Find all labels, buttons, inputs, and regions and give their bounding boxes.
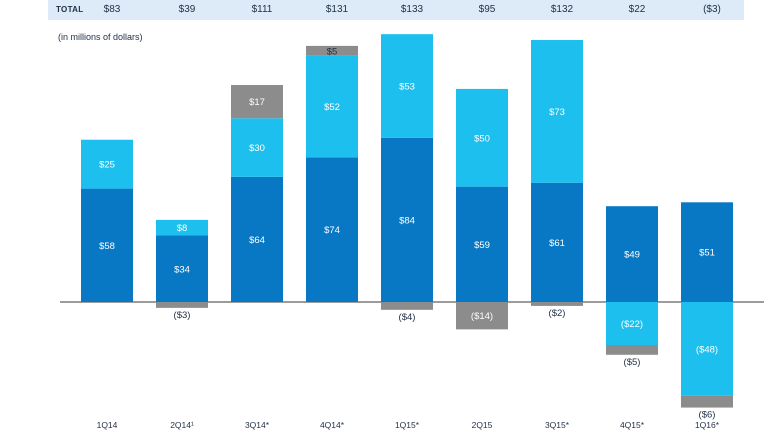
bar-segment-dark-q3 bbox=[231, 176, 283, 302]
bar-segment-light-q9 bbox=[681, 302, 733, 396]
bar-segment-dark-q4 bbox=[306, 157, 358, 302]
data-label-dark-q3: $64 bbox=[249, 235, 265, 246]
data-label-dark-q8: $49 bbox=[624, 250, 640, 261]
data-label-dark-q7: $61 bbox=[549, 238, 565, 249]
bar-segment-dark-q9 bbox=[681, 202, 733, 302]
bar-segment-light-q8 bbox=[606, 302, 658, 346]
total-value-1q16: ($3) bbox=[703, 4, 721, 15]
category-label-q2: 2Q14¹ bbox=[170, 420, 194, 430]
bar-segment-light-q3 bbox=[231, 118, 283, 177]
data-label-dark-q5: $84 bbox=[399, 215, 415, 226]
data-label-dark-q6: $59 bbox=[474, 240, 490, 251]
data-label-light-q6: $50 bbox=[474, 133, 490, 144]
data-label-light-q1: $25 bbox=[99, 160, 115, 171]
data-label-light-q3: $30 bbox=[249, 143, 265, 154]
totals-row-label: TOTAL bbox=[56, 5, 84, 14]
data-label-light-q5: $53 bbox=[399, 81, 415, 92]
data-label-light-q2: $8 bbox=[177, 223, 188, 234]
bar-segment-dark-q2 bbox=[156, 235, 208, 302]
bar-segment-light-q7 bbox=[531, 40, 583, 183]
data-label-gray-q7: ($2) bbox=[549, 308, 566, 319]
category-label-q6: 2Q15 bbox=[472, 420, 493, 430]
bar-segment-dark-q5 bbox=[381, 137, 433, 302]
total-value-3q14: $111 bbox=[251, 4, 273, 15]
bar-segment-dark-q1 bbox=[81, 188, 133, 302]
category-label-q4: 4Q14* bbox=[320, 420, 345, 430]
total-value-1q15: $133 bbox=[400, 4, 424, 15]
totals-band: TOTAL $83 $39 $111 $131 $133 $95 $132 $2… bbox=[48, 0, 744, 20]
data-label-light-q8: ($22) bbox=[621, 319, 643, 330]
data-label-gray-q5: ($4) bbox=[399, 312, 416, 323]
bar-segment-gray-q8 bbox=[606, 345, 658, 355]
bar-segment-gray-q3 bbox=[231, 84, 283, 119]
data-label-gray-q2: ($3) bbox=[174, 310, 191, 321]
data-label-gray-q6: ($14) bbox=[471, 311, 493, 322]
category-label-q8: 4Q15* bbox=[620, 420, 645, 430]
bar-segment-light-q4 bbox=[306, 55, 358, 158]
data-label-dark-q9: $51 bbox=[699, 248, 715, 259]
data-label-dark-q4: $74 bbox=[324, 225, 340, 236]
data-label-gray-q4: $5 bbox=[327, 46, 338, 57]
total-value-1q14: $83 bbox=[103, 4, 121, 15]
total-value-2q14: $39 bbox=[178, 4, 196, 15]
total-value-3q15: $132 bbox=[550, 4, 574, 15]
data-label-gray-q8: ($5) bbox=[624, 357, 641, 368]
bar-segment-gray-q6 bbox=[456, 302, 508, 330]
bar-segment-light-q1 bbox=[81, 139, 133, 189]
total-value-4q14: $131 bbox=[325, 4, 349, 15]
bar-segment-gray-q9 bbox=[681, 395, 733, 408]
data-label-light-q4: $52 bbox=[324, 102, 340, 113]
bar-segment-gray-q2 bbox=[156, 302, 208, 308]
category-label-q9: 1Q16* bbox=[695, 420, 720, 430]
bar-segment-dark-q7 bbox=[531, 182, 583, 302]
data-label-light-q7: $73 bbox=[549, 107, 565, 118]
total-value-2q15: $95 bbox=[478, 4, 496, 15]
bar-segment-dark-q6 bbox=[456, 186, 508, 302]
bar-segment-dark-q8 bbox=[606, 206, 658, 302]
units-label: (in millions of dollars) bbox=[58, 32, 143, 42]
bar-segment-light-q6 bbox=[456, 88, 508, 187]
category-label-q5: 1Q15* bbox=[395, 420, 420, 430]
data-label-dark-q1: $58 bbox=[99, 241, 115, 252]
category-label-q1: 1Q14 bbox=[97, 420, 118, 430]
bar-segment-gray-q4 bbox=[306, 45, 358, 56]
total-value-4q15: $22 bbox=[628, 4, 646, 15]
bar-segment-gray-q5 bbox=[381, 302, 433, 310]
bar-segment-light-q5 bbox=[381, 34, 433, 138]
data-label-dark-q2: $34 bbox=[174, 264, 190, 275]
category-label-q7: 3Q15* bbox=[545, 420, 570, 430]
data-label-light-q9: ($48) bbox=[696, 344, 718, 355]
data-label-gray-q9: ($6) bbox=[699, 410, 716, 421]
bar-segment-light-q2 bbox=[156, 219, 208, 236]
category-label-q3: 3Q14* bbox=[245, 420, 270, 430]
data-label-gray-q3: $17 bbox=[249, 97, 265, 108]
bar-segment-gray-q7 bbox=[531, 302, 583, 306]
